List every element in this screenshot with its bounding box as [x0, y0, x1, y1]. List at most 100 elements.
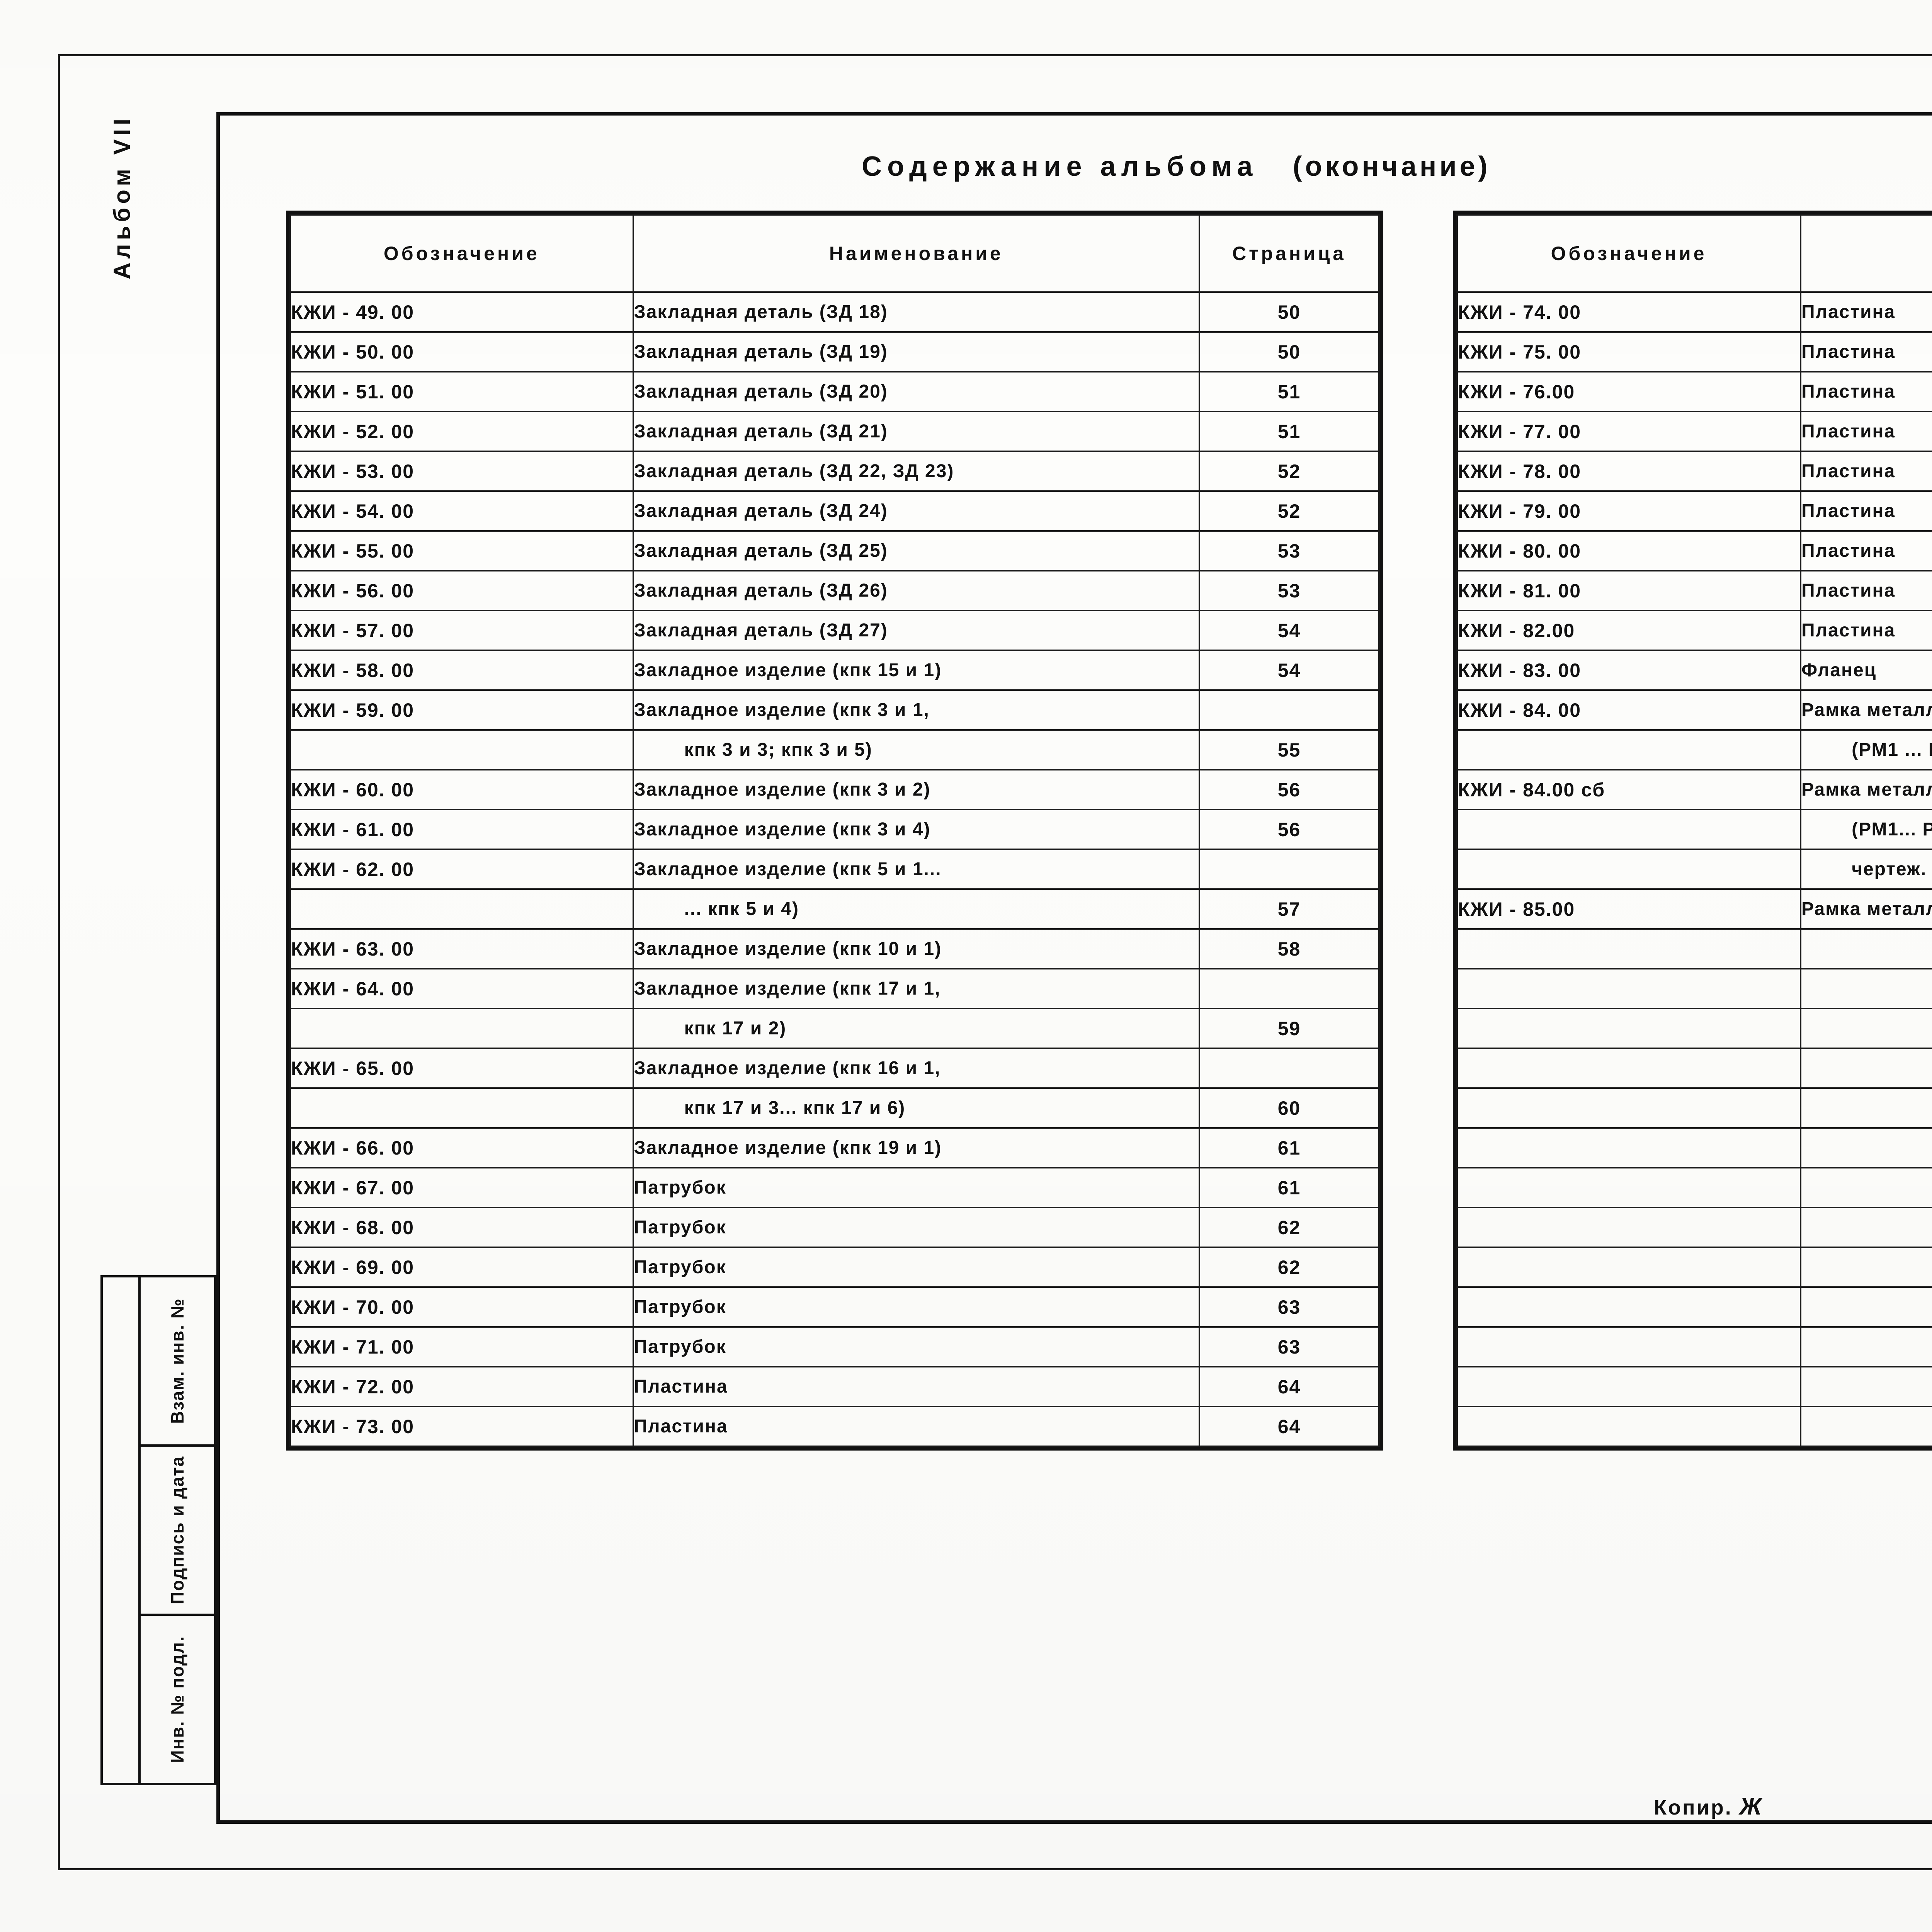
cell-name: Закладная деталь (ЗД 20)	[632, 371, 1201, 412]
table-row	[1456, 1087, 1932, 1129]
cell-name: Закладная деталь (ЗД 24)	[632, 490, 1201, 532]
cell-page: 62	[1199, 1247, 1380, 1288]
stamp-cell-inv-podl: Инв. № подл.	[141, 1616, 214, 1783]
cell-designation: КЖИ - 71. 00	[289, 1326, 634, 1367]
table-row: КЖИ - 55. 00 Закладная деталь (ЗД 25) 53	[289, 530, 1380, 571]
cell-designation: КЖИ - 75. 00	[1456, 331, 1802, 372]
table-row: КЖИ - 56. 00 Закладная деталь (ЗД 26) 53	[289, 570, 1380, 611]
table-row	[1456, 1127, 1932, 1168]
cell-designation: КЖИ - 79. 00	[1456, 490, 1802, 532]
cell-name: Пластина	[1800, 610, 1932, 651]
table-row	[1456, 1008, 1932, 1049]
cell-designation: КЖИ - 83. 00	[1456, 650, 1802, 691]
cell-name	[1800, 1366, 1932, 1407]
cell-designation	[1456, 968, 1802, 1009]
cell-page: 53	[1199, 570, 1380, 611]
cell-designation	[1456, 1247, 1802, 1288]
cell-name	[1800, 968, 1932, 1009]
cell-designation: КЖИ - 73. 00	[289, 1406, 634, 1447]
cell-name: Закладное изделие (кпк 16 и 1,	[632, 1048, 1201, 1089]
cell-name: чертеж.	[1800, 849, 1932, 890]
cell-page: 64	[1199, 1406, 1380, 1447]
cell-name: Рамка металлическая	[1800, 769, 1932, 810]
cell-name: Закладная деталь (ЗД 18)	[632, 291, 1201, 333]
cell-page	[1199, 968, 1380, 1009]
cell-name: Пластина	[1800, 530, 1932, 571]
table-row	[1456, 1207, 1932, 1248]
cell-designation: КЖИ - 62. 00	[289, 849, 634, 890]
cell-designation: КЖИ - 74. 00	[1456, 291, 1802, 333]
cell-designation: КЖИ - 82.00	[1456, 610, 1802, 651]
cell-name	[1800, 1167, 1932, 1208]
cell-page: 57	[1199, 888, 1380, 930]
sheet-title-main: Содержание альбома	[862, 151, 1258, 182]
table-row: КЖИ - 57. 00 Закладная деталь (ЗД 27) 54	[289, 610, 1380, 651]
column-header-designation: Обозначение	[1456, 214, 1802, 293]
cell-designation: КЖИ - 80. 00	[1456, 530, 1802, 571]
cell-designation: КЖИ - 59. 00	[289, 689, 634, 731]
cell-page: 62	[1199, 1207, 1380, 1248]
stamp-label-inv-podl: Инв. № подл.	[167, 1636, 187, 1763]
cell-designation	[289, 1008, 634, 1049]
cell-page: 56	[1199, 809, 1380, 850]
copier-label: Копир.	[1654, 1796, 1733, 1819]
table-header-row: Обозначение Наименование Страница	[289, 214, 1380, 293]
cell-designation	[1456, 1048, 1802, 1089]
cell-designation: КЖИ - 49. 00	[289, 291, 634, 333]
cell-name: Рамка металлическая (РМ 8)	[1800, 888, 1932, 930]
cell-name: кпк 3 и 3; кпк 3 и 5)	[632, 729, 1201, 770]
table-row	[1456, 1366, 1932, 1407]
copier-signature: Ж	[1739, 1793, 1764, 1820]
table-row: КЖИ - 75. 00Пластина65	[1456, 331, 1932, 372]
cell-designation: КЖИ - 66. 00	[289, 1127, 634, 1168]
cell-designation	[1456, 729, 1802, 770]
cell-designation: КЖИ - 61. 00	[289, 809, 634, 850]
cell-name	[1800, 928, 1932, 969]
cell-name: Закладная деталь (ЗД 21)	[632, 411, 1201, 452]
cell-name: Закладное изделие (кпк 3 и 4)	[632, 809, 1201, 850]
table-row: КЖИ - 59. 00 Закладное изделие (кпк 3 и 1…	[289, 689, 1380, 731]
cell-page: 56	[1199, 769, 1380, 810]
cell-designation	[289, 888, 634, 930]
cell-page: 63	[1199, 1326, 1380, 1367]
cell-name: Пластина	[632, 1406, 1201, 1447]
cell-page: 54	[1199, 650, 1380, 691]
cell-designation: КЖИ - 84.00 сб	[1456, 769, 1802, 810]
sheet-title: Содержание альбома (окончание)	[862, 151, 1491, 182]
sheet-title-suffix: (окончание)	[1293, 151, 1491, 182]
cell-name: Закладная деталь (ЗД 26)	[632, 570, 1201, 611]
cell-page: 59	[1199, 1008, 1380, 1049]
cell-name	[1800, 1207, 1932, 1248]
cell-name	[1800, 1048, 1932, 1089]
cell-designation: КЖИ - 67. 00	[289, 1167, 634, 1208]
table-row	[1456, 1326, 1932, 1367]
cell-name: Закладное изделие (кпк 3 и 2)	[632, 769, 1201, 810]
cell-name: Закладное изделие (кпк 17 и 1,	[632, 968, 1201, 1009]
column-header-page: Страница	[1199, 214, 1380, 293]
table-row: КЖИ - 52. 00 Закладная деталь (ЗД 21) 51	[289, 411, 1380, 452]
table-row: (РМ1 ... РМ7 )70	[1456, 729, 1932, 770]
cell-name: Патрубок	[632, 1247, 1201, 1288]
stamp-cell-podpis-data: Подпись и дата	[141, 1447, 214, 1616]
cell-designation: КЖИ - 50. 00	[289, 331, 634, 372]
table-row: КЖИ - 76.00Пластина66	[1456, 371, 1932, 412]
cell-name: Закладное изделие (кпк 3 и 1,	[632, 689, 1201, 731]
album-label: Альбом VII	[109, 115, 135, 279]
table-row: КЖИ - 83. 00Фланец69	[1456, 650, 1932, 691]
cell-designation: КЖИ - 70. 00	[289, 1286, 634, 1328]
cell-name: Патрубок	[632, 1207, 1201, 1248]
cell-page	[1199, 689, 1380, 731]
drawing-frame-border	[216, 112, 1932, 1824]
table-row: КЖИ - 58. 00 Закладное изделие (кпк 15 и …	[289, 650, 1380, 691]
cell-name: Закладное изделие (кпк 5 и 1...	[632, 849, 1201, 890]
table-row: чертеж.70 ; 71	[1456, 849, 1932, 890]
table-row: КЖИ - 77. 00Пластина66	[1456, 411, 1932, 452]
cell-name: Закладная деталь (ЗД 25)	[632, 530, 1201, 571]
table-row: кпк 3 и 3; кпк 3 и 5) 55	[289, 729, 1380, 770]
cell-name	[1800, 1406, 1932, 1447]
cell-designation: КЖИ - 63. 00	[289, 928, 634, 969]
